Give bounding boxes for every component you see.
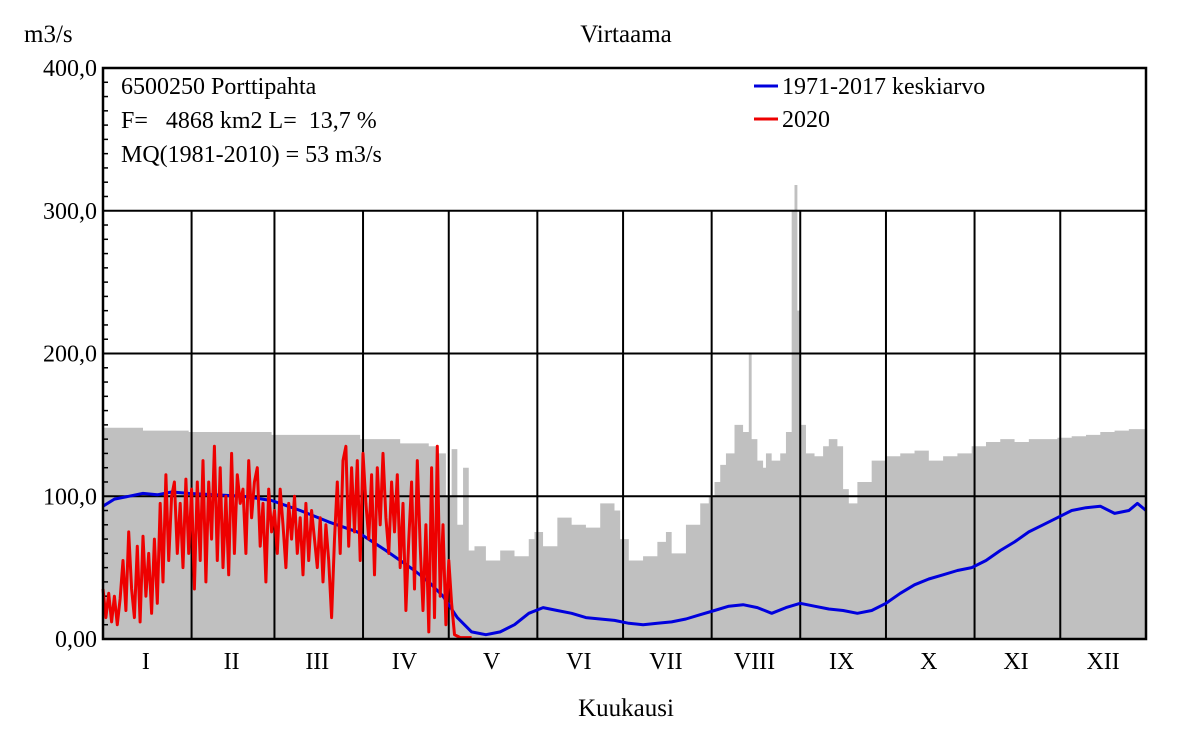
legend: 1971-2017 keskiarvo 2020 bbox=[754, 74, 985, 133]
legend-label-2020: 2020 bbox=[782, 107, 830, 133]
info-line-area: F= 4868 km2 L= 13,7 % bbox=[121, 108, 377, 134]
y-axis-unit-label: m3/s bbox=[24, 21, 73, 48]
x-tick-labels: I II III IV V VI VII VIII IX X XI XII bbox=[142, 649, 1120, 675]
x-tick-label: IX bbox=[829, 649, 854, 675]
y-minor-ticks bbox=[103, 81, 108, 626]
series-2020-line bbox=[101, 444, 472, 640]
x-tick-label: XI bbox=[1003, 649, 1028, 675]
legend-label-average: 1971-2017 keskiarvo bbox=[782, 74, 985, 100]
chart-title: Virtaama bbox=[580, 21, 672, 48]
x-tick-label: X bbox=[920, 649, 937, 675]
x-tick-label: I bbox=[142, 649, 150, 675]
range-band-layer bbox=[103, 185, 1146, 639]
average-series-line bbox=[102, 490, 1147, 637]
y-tick-label: 400,0 bbox=[43, 56, 97, 82]
y-tick-labels: 0,00 100,0 200,0 300,0 400,0 bbox=[43, 56, 97, 653]
y-tick-label: 300,0 bbox=[43, 199, 97, 225]
x-tick-label: V bbox=[483, 649, 501, 675]
x-tick-label: IV bbox=[392, 649, 418, 675]
x-tick-label: VIII bbox=[734, 649, 775, 675]
y-tick-label: 200,0 bbox=[43, 342, 97, 368]
y-tick-label: 0,00 bbox=[55, 627, 97, 653]
series-lines bbox=[101, 444, 1147, 640]
x-tick-label: VI bbox=[566, 649, 591, 675]
range-band-area bbox=[103, 185, 1146, 639]
x-tick-label: XII bbox=[1086, 649, 1119, 675]
x-tick-label: II bbox=[224, 649, 240, 675]
x-axis-title: Kuukausi bbox=[578, 695, 674, 722]
x-tick-label: VII bbox=[649, 649, 682, 675]
gridlines bbox=[103, 209, 1146, 639]
plot-frame bbox=[101, 66, 1148, 641]
info-line-station: 6500250 Porttipahta bbox=[121, 74, 317, 100]
station-info: 6500250 Porttipahta F= 4868 km2 L= 13,7 … bbox=[121, 74, 382, 168]
y-tick-label: 100,0 bbox=[43, 484, 97, 510]
info-line-mq: MQ(1981-2010) = 53 m3/s bbox=[121, 142, 382, 168]
x-tick-label: III bbox=[305, 649, 329, 675]
